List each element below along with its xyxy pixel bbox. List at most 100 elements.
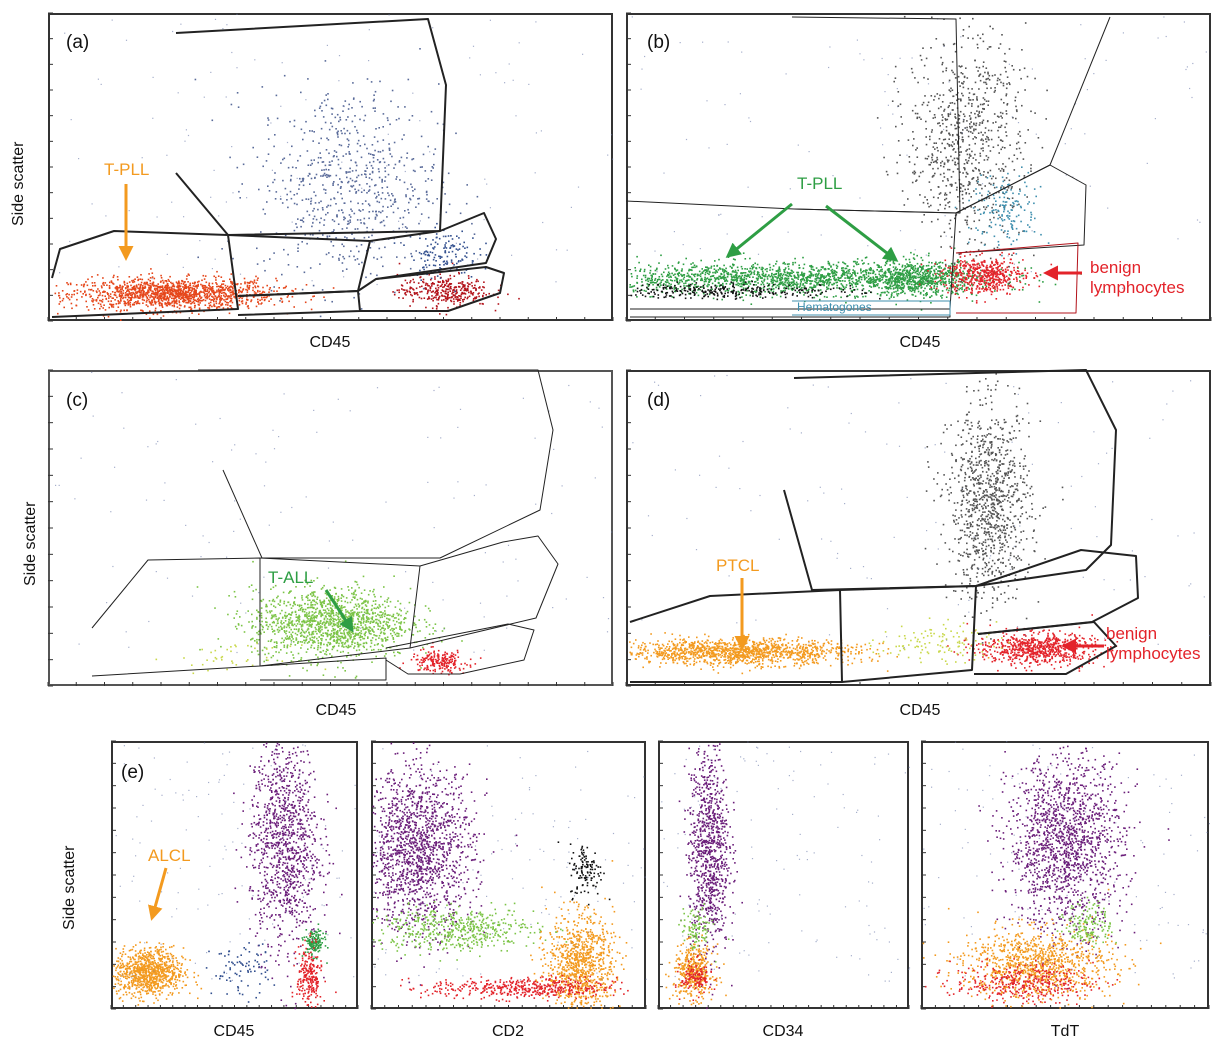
event-dot [236,92,239,94]
event-dot [185,286,188,288]
event-dot [222,280,224,282]
event-dot [1019,280,1021,282]
event-dot [165,289,168,292]
event-dot [189,282,191,285]
event-dot [260,303,262,305]
event-dot [136,291,138,293]
event-dot [148,291,150,293]
event-dot [849,275,852,278]
event-dot [643,289,646,292]
event-dot [953,270,956,272]
event-dot [338,259,340,261]
event-dot [286,296,289,298]
event-dot [677,288,679,290]
event-dot [163,298,165,301]
event-dot [704,280,707,282]
event-dot [341,132,343,135]
event-dot [281,202,284,204]
event-dot [108,297,110,299]
event-dot [969,268,971,271]
event-dot [839,277,841,279]
event-dot [187,286,190,288]
event-dot [445,292,448,295]
event-dot [188,306,190,309]
event-dot [239,197,241,199]
event-dot [358,293,361,295]
event-dot [222,283,225,285]
event-dot [755,284,757,286]
event-dot [136,294,139,297]
event-dot [762,283,765,286]
event-dot [218,293,221,295]
event-dot [207,307,209,309]
event-dot [312,218,315,220]
event-dot [868,290,870,292]
gate-outlines [51,18,505,318]
event-dot [230,282,232,284]
event-dot [433,246,436,248]
event-dot [720,276,723,279]
event-dot [896,268,899,270]
event-dot [430,298,433,300]
event-dot [281,301,283,303]
event-dot [963,272,965,275]
event-dot [170,281,172,284]
event-dot [341,197,343,200]
event-dot [629,284,631,286]
event-dot [935,276,938,278]
event-dot [215,279,217,281]
event-dot [789,274,792,277]
event-dot [428,254,431,257]
event-dot [220,292,223,294]
event-dot [340,209,343,211]
event-dot [825,279,828,281]
event-dot [789,283,792,286]
event-dot [178,285,180,287]
event-dot [146,297,149,300]
event-dot [171,292,173,294]
event-dot [458,295,461,297]
event-dot [374,107,376,109]
event-dot [152,304,154,306]
event-dot [918,280,921,283]
event-dot [928,273,930,276]
event-dot [450,259,453,261]
event-dot [928,252,930,255]
event-dot [189,299,191,302]
event-dot [889,284,891,286]
event-dot [76,298,78,301]
event-dot [919,284,922,287]
event-dot [838,287,841,289]
event-dot [772,290,775,293]
event-dot [434,292,436,294]
event-dot [917,280,920,283]
event-dot [130,289,133,291]
event-dot [373,154,375,156]
event-dot [1030,267,1033,269]
event-dot [469,283,471,286]
event-dot [361,105,363,108]
event-dot [223,299,225,301]
event-dot [348,222,350,225]
event-dot [167,298,170,301]
event-dot [276,279,278,282]
event-dot [856,258,859,260]
event-dot [512,79,514,81]
event-dot [868,285,871,287]
event-dot [108,287,111,290]
event-dot [912,294,914,296]
event-dot [793,274,796,277]
event-dot [885,279,888,282]
event-dot [185,301,187,304]
event-dot [863,278,866,281]
event-dot [189,289,191,291]
event-dot [425,238,427,240]
event-dot [680,273,682,276]
event-dot [374,149,376,152]
event-dot [905,272,907,274]
event-dot [791,272,793,275]
event-dot [897,273,900,275]
event-dot [828,262,831,265]
event-dot [888,268,891,270]
event-dot [171,304,174,307]
